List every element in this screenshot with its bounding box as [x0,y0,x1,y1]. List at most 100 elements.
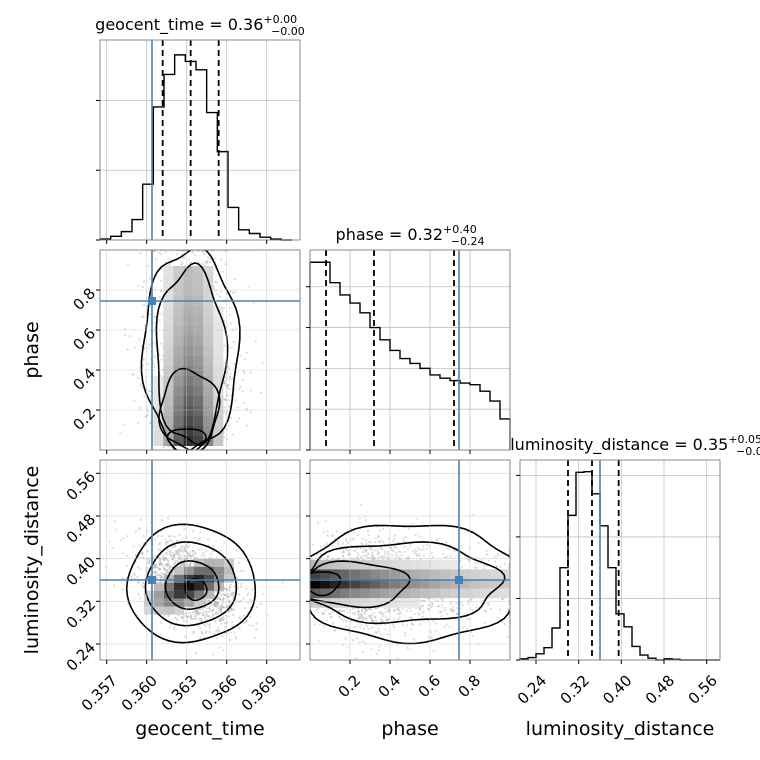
sample-point [220,622,223,625]
sample-point [449,602,452,605]
density-cell [173,316,184,326]
title-plus-error: +0.05 [728,433,760,446]
sample-point [216,601,219,605]
sample-point [313,623,316,626]
panel-title: phase = 0.32+0.40 −0.24 [336,223,485,248]
sample-point [170,554,173,557]
sample-point [434,598,438,601]
sample-point [190,617,193,620]
sample-point [422,610,425,613]
density-cell [390,559,400,570]
2d-panel-geocent_time-phase [96,249,301,454]
sample-point [168,551,172,554]
sample-point [176,560,179,563]
sample-point [373,660,375,662]
title-minus-error: −0.05 [736,445,760,458]
sample-point [314,609,317,612]
sample-point [396,657,399,660]
sample-point [141,364,145,368]
sample-point [359,503,362,507]
density-cell [163,356,174,366]
sample-point [218,629,221,632]
density-cell [340,578,350,589]
sample-point [208,630,211,634]
sample-point [327,608,330,611]
sample-point [190,615,193,618]
sample-point [381,555,384,558]
density-cell [430,559,440,570]
sample-point [356,613,360,616]
sample-point [177,550,181,553]
sample-point [147,362,150,365]
density-cell [193,356,204,366]
sample-point [194,617,197,620]
sample-point [221,616,224,619]
sample-point [242,378,245,381]
sample-point [136,575,139,578]
sample-point [216,607,220,610]
sample-point [228,604,231,607]
sample-point [232,592,235,595]
sample-point [245,424,249,427]
density-cell [390,598,400,608]
sample-point [213,632,216,636]
sample-point [234,398,237,402]
density-cell [410,578,420,589]
sample-point [204,611,208,614]
sample-point [174,560,177,563]
sample-point [158,574,162,577]
sample-point [232,608,235,611]
sample-point [158,543,161,546]
density-cell [400,559,410,570]
sample-point [239,617,242,621]
sample-point [360,609,363,612]
sample-point [165,565,169,568]
sample-point [422,548,425,551]
density-cell [400,598,410,608]
sample-point [200,548,203,551]
sample-point [154,316,157,319]
sample-point [153,570,156,573]
sample-point [324,609,327,612]
sample-point [213,604,216,608]
sample-point [122,537,125,540]
y-tick-label: 0.2 [69,404,99,434]
sample-point [222,649,225,652]
sample-point [377,547,380,551]
sample-point [322,613,325,616]
sample-point [392,617,396,620]
sample-point [138,526,141,530]
sample-point [357,611,360,614]
sample-point [173,561,176,564]
sample-point [139,252,142,255]
sample-point [162,556,166,559]
density-cell [390,578,400,589]
y-tick-label: 0.8 [69,284,99,314]
sample-point [201,611,205,614]
sample-point [325,542,329,545]
sample-point [365,542,368,545]
sample-point [381,541,385,544]
density-cell [340,598,350,608]
sample-point [247,285,250,288]
sample-point [153,566,156,569]
sample-point [330,615,333,618]
sample-point [168,553,171,556]
sample-point [154,563,158,567]
sample-point [450,610,453,613]
sample-point [421,605,424,608]
density-cell [174,590,184,599]
sample-point [455,612,459,615]
sample-point [406,609,409,612]
density-cell [330,588,340,599]
y-axis-label: phase [21,321,43,378]
sample-point [160,519,164,522]
sample-point [232,591,236,594]
density-cell [203,396,214,406]
density-cell [204,582,214,591]
sample-point [371,554,374,558]
sample-point [180,263,183,266]
sample-point [158,295,161,299]
sample-point [377,535,380,538]
sample-point [191,554,194,558]
